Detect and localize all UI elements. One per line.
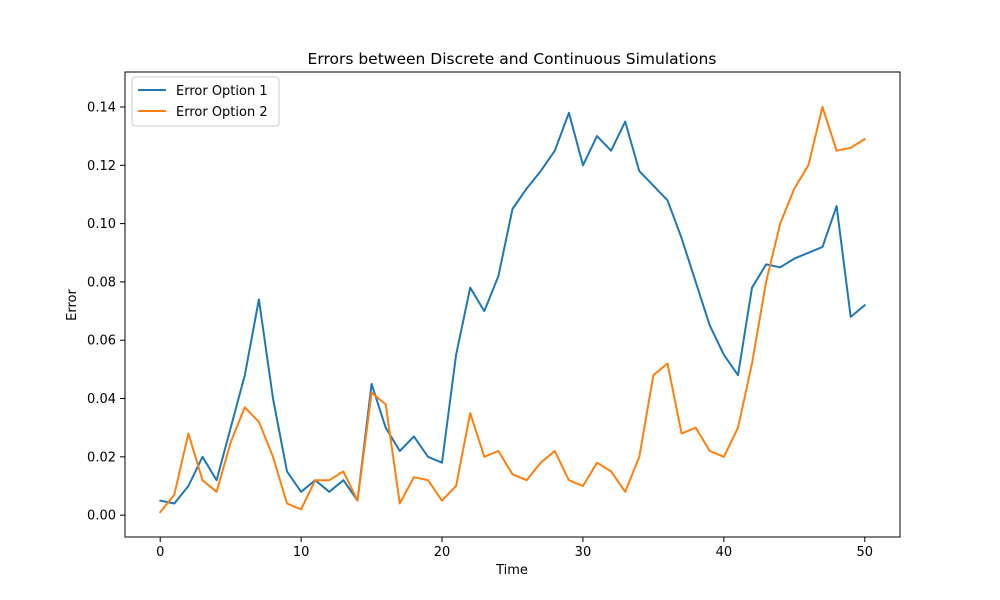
x-tick-label: 10 — [293, 545, 310, 560]
series-line-2 — [159, 106, 866, 514]
y-axis-title: Error — [65, 289, 80, 321]
legend-label-2: Error Option 2 — [176, 105, 268, 120]
y-tick-label: 0.12 — [87, 159, 116, 174]
y-tick-label: 0.14 — [87, 100, 116, 115]
axes-layer — [124, 71, 901, 538]
series-layer — [159, 106, 866, 514]
legend-label-1: Error Option 1 — [176, 84, 268, 99]
legend-box — [131, 76, 280, 127]
y-tick-label: 0.10 — [87, 217, 116, 232]
plot-frame — [124, 71, 901, 538]
x-tick-label: 0 — [156, 545, 164, 560]
y-tick-label: 0.02 — [87, 450, 116, 465]
y-tick-label: 0.06 — [87, 334, 116, 349]
y-tick-label: 0.00 — [87, 509, 116, 524]
ticks-layer: 0 10 20 30 40 50 0.00 0.02 0.04 0.06 0.08 0.10 0.12 0… — [87, 100, 873, 560]
x-tick-label: 50 — [856, 545, 873, 560]
x-axis-title: Time — [495, 563, 528, 578]
y-tick-label: 0.04 — [87, 392, 116, 407]
series-line-1 — [159, 111, 866, 505]
chart-title: Errors between Discrete and Continuous S… — [308, 50, 717, 68]
x-tick-label: 30 — [575, 545, 592, 560]
x-tick-label: 40 — [716, 545, 733, 560]
y-tick-label: 0.08 — [87, 275, 116, 290]
x-tick-label: 20 — [434, 545, 451, 560]
legend: Error Option 1 Error Option 2 — [131, 76, 280, 127]
